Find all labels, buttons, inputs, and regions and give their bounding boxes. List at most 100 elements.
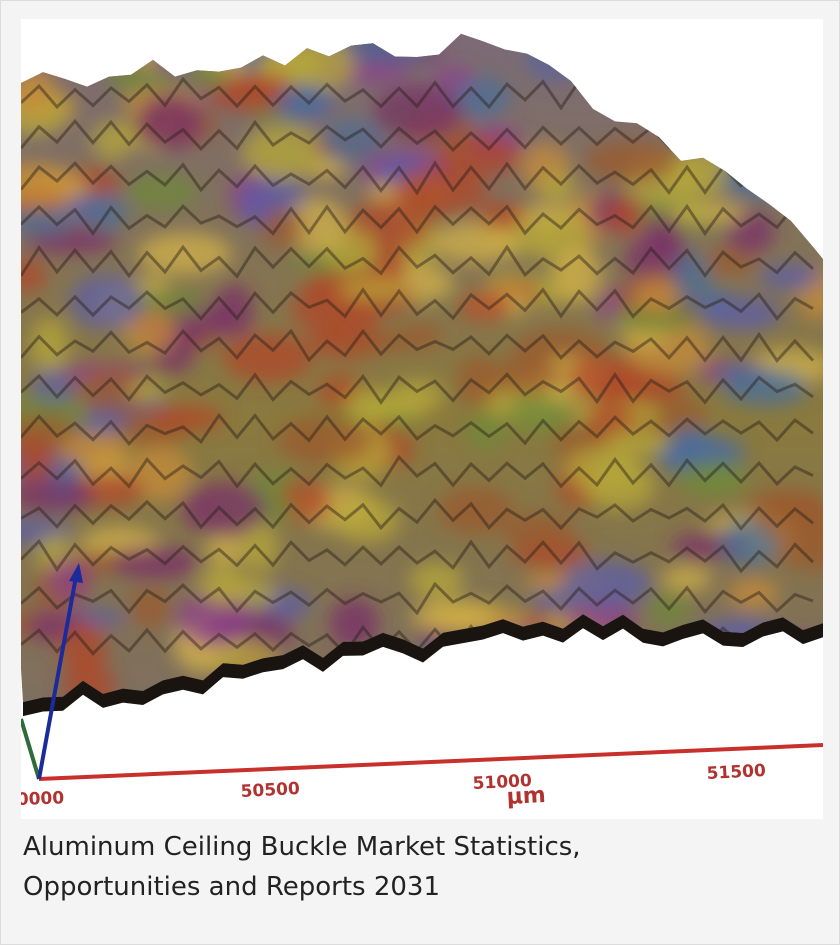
texture (554, 246, 602, 303)
texture (48, 558, 91, 601)
texture (651, 674, 728, 700)
texture (478, 200, 526, 231)
texture (738, 53, 802, 103)
texture (284, 87, 326, 115)
axis-label: 50500 (240, 779, 300, 802)
texture (394, 167, 488, 215)
texture (184, 59, 230, 91)
texture (69, 416, 132, 438)
texture (62, 33, 158, 57)
texture (151, 33, 190, 73)
texture (438, 487, 514, 534)
texture (181, 482, 267, 537)
texture (176, 591, 251, 647)
texture (338, 277, 406, 301)
texture (130, 587, 171, 628)
texture (30, 317, 69, 372)
texture (561, 560, 651, 609)
texture (240, 523, 279, 572)
texture (84, 193, 127, 231)
axis-unit: µm (506, 783, 546, 810)
texture (535, 172, 578, 202)
texture (757, 496, 823, 542)
texture (77, 366, 150, 413)
texture (276, 415, 371, 465)
texture (437, 136, 521, 177)
ridge (21, 412, 814, 446)
texture (525, 33, 585, 80)
texture (345, 388, 392, 425)
texture (506, 395, 571, 435)
texture (727, 210, 775, 254)
texture (214, 283, 254, 337)
ridge (21, 497, 814, 532)
texture (21, 478, 95, 513)
ridge (21, 328, 815, 364)
texture (388, 379, 445, 411)
texture (606, 196, 645, 236)
texture (633, 675, 681, 703)
texture (444, 660, 498, 703)
texture (123, 309, 177, 354)
ridge (21, 160, 814, 196)
texture (341, 33, 433, 64)
texture (21, 67, 57, 114)
texture (701, 295, 782, 332)
texture (703, 33, 769, 46)
texture (21, 433, 54, 488)
texture (530, 590, 577, 613)
texture (21, 162, 74, 208)
texture (372, 85, 464, 139)
texture (717, 38, 795, 73)
texture (59, 432, 130, 467)
texture (148, 404, 225, 432)
texture (400, 323, 443, 349)
texture (567, 354, 645, 402)
z-axis (21, 718, 41, 780)
texture (321, 120, 386, 163)
texture (58, 620, 108, 675)
texture (611, 304, 695, 334)
caption: Aluminum Ceiling Buckle Market Statistic… (23, 832, 581, 902)
texture (286, 198, 347, 253)
texture (661, 565, 712, 592)
texture (649, 591, 691, 627)
texture (728, 577, 779, 610)
texture (457, 355, 498, 408)
texture (333, 497, 400, 543)
texture (198, 565, 246, 606)
texture (349, 330, 418, 352)
texture (564, 446, 640, 491)
texture (241, 124, 325, 180)
texture (734, 653, 779, 695)
texture (503, 513, 574, 550)
texture (685, 461, 747, 497)
texture (205, 535, 246, 565)
texture (734, 116, 823, 163)
texture (137, 94, 203, 150)
surface-shadow (23, 608, 823, 717)
texture (86, 38, 173, 66)
x-axis (38, 743, 823, 781)
texture (676, 33, 714, 48)
texture (668, 201, 746, 225)
ridge (21, 581, 814, 616)
texture (487, 356, 562, 395)
texture (207, 74, 298, 113)
texture (175, 19, 231, 31)
texture (563, 638, 619, 675)
ridge (21, 371, 814, 405)
texture (283, 37, 355, 93)
texture (329, 597, 379, 649)
y-axis (37, 570, 79, 780)
texture (126, 380, 165, 402)
texture (408, 562, 465, 600)
texture (706, 246, 757, 276)
texture (614, 681, 702, 703)
texture (131, 33, 175, 69)
texture (411, 600, 495, 634)
texture (447, 665, 528, 697)
texture (645, 214, 682, 254)
texture (91, 120, 135, 160)
